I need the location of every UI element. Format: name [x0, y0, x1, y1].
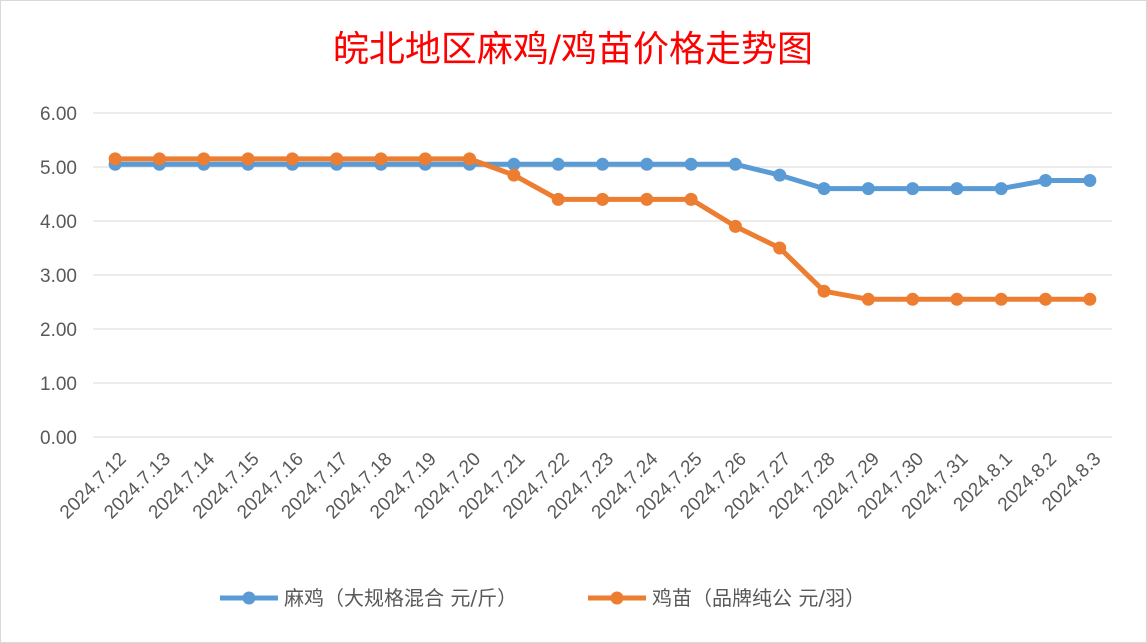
data-point	[285, 152, 299, 166]
data-point	[1083, 292, 1097, 306]
data-point	[507, 157, 521, 171]
data-point	[1039, 292, 1053, 306]
data-point	[684, 192, 698, 206]
y-axis-ticks: 0.00 1.00 2.00 3.00 4.00 5.00 6.00	[40, 104, 77, 449]
data-point	[950, 292, 964, 306]
data-point	[773, 168, 787, 182]
data-point	[463, 152, 477, 166]
data-point	[817, 182, 831, 196]
data-point	[861, 182, 875, 196]
legend-marker	[610, 591, 624, 605]
legend-item: 鸡苗（品牌纯公 元/羽）	[588, 586, 865, 610]
data-point	[950, 182, 964, 196]
data-point	[817, 284, 831, 298]
y-tick-label: 0.00	[40, 428, 77, 449]
legend-marker	[242, 591, 256, 605]
x-axis-ticks: 2024.7.122024.7.132024.7.142024.7.152024…	[56, 448, 1105, 523]
data-point	[773, 241, 787, 255]
data-point	[241, 152, 255, 166]
data-point	[507, 168, 521, 182]
data-point	[152, 152, 166, 166]
y-tick-label: 6.00	[40, 104, 77, 125]
data-point	[330, 152, 344, 166]
legend-item: 麻鸡（大规格混合 元/斤）	[220, 586, 517, 610]
data-point	[994, 182, 1008, 196]
data-point	[418, 152, 432, 166]
data-point	[728, 157, 742, 171]
series-2	[108, 152, 1097, 306]
legend-label: 鸡苗（品牌纯公 元/羽）	[652, 586, 865, 610]
data-point	[197, 152, 211, 166]
y-tick-label: 3.00	[40, 266, 77, 287]
data-point	[861, 292, 875, 306]
data-point	[551, 157, 565, 171]
series-1	[108, 157, 1097, 196]
data-point	[108, 152, 122, 166]
series-line	[112, 156, 1093, 302]
chart-title: 皖北地区麻鸡/鸡苗价格走势图	[333, 29, 813, 70]
data-point	[551, 192, 565, 206]
data-point	[640, 192, 654, 206]
data-point	[640, 157, 654, 171]
data-point	[596, 192, 609, 206]
data-point	[994, 292, 1008, 306]
data-point	[906, 182, 920, 196]
data-point	[728, 219, 742, 233]
data-point	[684, 157, 698, 171]
data-point	[596, 157, 609, 171]
y-tick-label: 2.00	[40, 320, 77, 341]
series-lines	[108, 152, 1097, 306]
legend-label: 麻鸡（大规格混合 元/斤）	[284, 586, 517, 610]
data-point	[374, 152, 388, 166]
y-tick-label: 4.00	[40, 212, 77, 233]
legend: 麻鸡（大规格混合 元/斤） 鸡苗（品牌纯公 元/羽）	[220, 586, 865, 610]
data-point	[1039, 174, 1053, 187]
data-point	[1083, 174, 1097, 187]
data-point	[906, 292, 920, 306]
y-tick-label: 1.00	[40, 374, 77, 395]
y-tick-label: 5.00	[40, 158, 77, 179]
